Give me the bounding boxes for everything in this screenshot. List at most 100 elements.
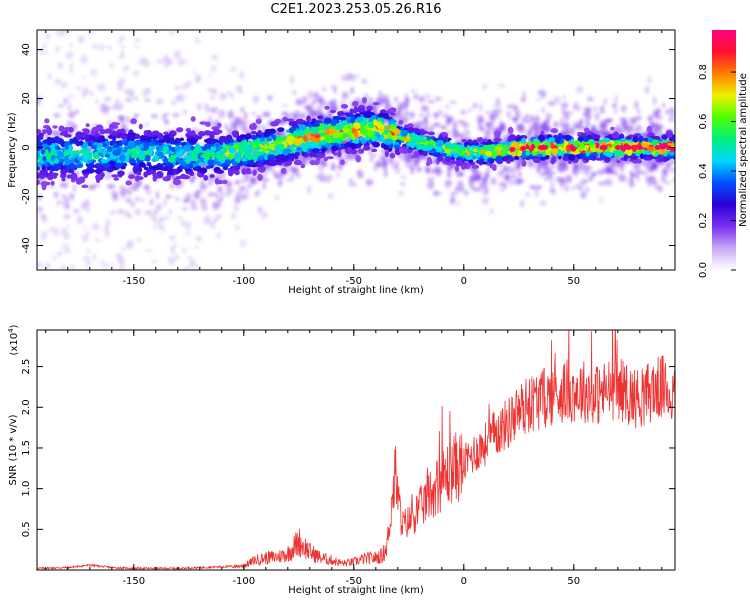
heatmap-cell: [398, 147, 405, 154]
heatmap-cell: [250, 130, 257, 135]
heatmap-cell: [494, 146, 503, 151]
heatmap-cell: [119, 154, 126, 162]
heatmap-cell: [400, 182, 406, 186]
heatmap-cell: [212, 201, 217, 205]
heatmap-cell: [216, 122, 222, 128]
heatmap-cell: [591, 171, 597, 178]
heatmap-cell: [211, 54, 219, 61]
heatmap-cell: [156, 163, 162, 171]
heatmap-cell: [468, 175, 476, 183]
heatmap-cell: [210, 151, 216, 159]
heatmap-cell: [382, 159, 388, 165]
heatmap-cell: [58, 125, 65, 132]
heatmap-cell: [251, 147, 258, 151]
heatmap-cell: [139, 144, 144, 150]
heatmap-cell: [591, 140, 596, 144]
heatmap-cell: [445, 141, 452, 149]
heatmap-cell: [133, 96, 139, 101]
heatmap-cell: [210, 139, 216, 145]
heatmap-cell: [187, 150, 195, 155]
heatmap-cell: [112, 144, 121, 148]
x-tick-label: -150: [122, 276, 145, 287]
heatmap-cell: [68, 126, 74, 133]
x-tick-label: -50: [346, 276, 362, 287]
heatmap-cell: [210, 220, 216, 230]
heatmap-cell: [636, 168, 640, 176]
heatmap-cell: [486, 129, 492, 136]
heatmap-cell: [138, 167, 143, 173]
heatmap-cell: [186, 256, 193, 260]
heatmap-cell: [593, 106, 597, 112]
heatmap-cell: [157, 132, 164, 140]
heatmap-cell: [109, 123, 115, 131]
heatmap-cell: [128, 158, 137, 164]
heatmap-cell: [217, 150, 227, 154]
heatmap-cell: [460, 109, 467, 115]
heatmap-cell: [320, 176, 326, 182]
heatmap-cell: [508, 104, 514, 108]
heatmap-cell: [503, 144, 509, 152]
heatmap-cell: [542, 120, 549, 125]
heatmap-cell: [174, 196, 180, 202]
heatmap-cell: [266, 137, 273, 142]
y-tick-label: 20: [21, 92, 32, 105]
heatmap-cell: [521, 117, 528, 123]
heatmap-cell: [307, 185, 311, 194]
heatmap-cell: [233, 204, 239, 212]
heatmap-cell: [199, 121, 207, 125]
heatmap-cell: [37, 128, 42, 134]
heatmap-cell: [429, 124, 435, 133]
heatmap-cell: [550, 165, 555, 169]
heatmap-cell: [289, 76, 294, 84]
heatmap-cell: [45, 32, 51, 40]
heatmap-cell: [57, 104, 65, 109]
heatmap-peak: [636, 145, 643, 150]
heatmap-cell: [137, 59, 145, 66]
heatmap-cell: [142, 88, 149, 98]
heatmap-cell: [151, 130, 160, 136]
heatmap-cell: [434, 96, 442, 101]
heatmap-cell: [119, 185, 126, 190]
heatmap-cell: [244, 151, 252, 159]
heatmap-cell: [648, 146, 654, 152]
heatmap-cell: [53, 137, 61, 144]
heatmap-cell: [125, 191, 133, 195]
heatmap-cell: [218, 92, 227, 101]
heatmap-cell: [194, 236, 203, 242]
heatmap-cell: [455, 159, 463, 167]
heatmap-cell: [231, 160, 238, 167]
heatmap-cell: [157, 151, 164, 157]
heatmap-cell: [612, 157, 617, 166]
heatmap-cell: [486, 167, 490, 172]
heatmap-cell: [155, 98, 164, 105]
heatmap-cell: [185, 221, 191, 230]
heatmap-cell: [146, 129, 152, 134]
heatmap-cell: [186, 80, 192, 88]
heatmap-cell: [427, 159, 433, 165]
heatmap-cell: [128, 140, 135, 147]
heatmap-cell: [418, 112, 424, 117]
heatmap-cell: [528, 117, 536, 121]
y-tick-label: -40: [21, 237, 32, 253]
heatmap-cell: [132, 166, 138, 172]
heatmap-cell: [663, 181, 671, 185]
heatmap-cell: [652, 122, 659, 132]
heatmap-cell: [495, 97, 501, 105]
heatmap-cell: [645, 164, 651, 171]
heatmap-cell: [672, 137, 675, 143]
heatmap-cell: [369, 157, 373, 162]
heatmap-cell: [155, 191, 160, 200]
heatmap-cell: [146, 187, 152, 196]
heatmap-cell: [72, 184, 77, 193]
heatmap-cell: [295, 97, 300, 104]
heatmap-cell: [347, 147, 353, 155]
heatmap-cell: [513, 155, 520, 160]
heatmap-cell: [544, 176, 548, 181]
heatmap-cell: [400, 129, 408, 137]
heatmap-cell: [537, 134, 545, 141]
heatmap-cell: [333, 152, 338, 156]
heatmap-cell: [533, 190, 540, 197]
heatmap-cell: [111, 136, 117, 141]
heatmap-cell: [95, 163, 101, 168]
heatmap-cell: [299, 124, 307, 131]
